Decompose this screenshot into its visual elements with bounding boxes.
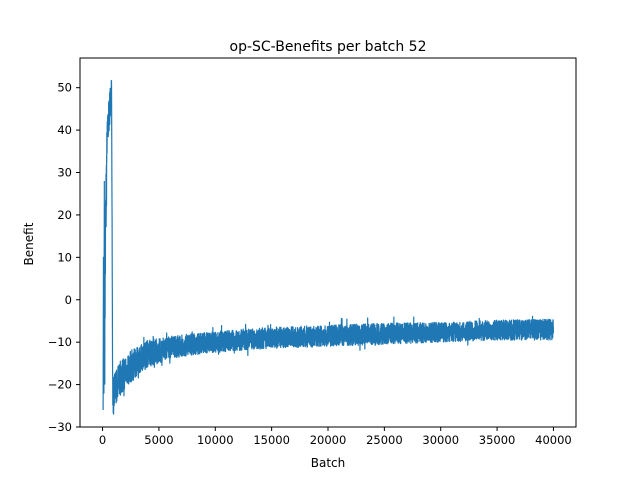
- y-tick-label: −10: [48, 335, 72, 349]
- chart-title: op-SC-Benefits per batch 52: [230, 39, 427, 55]
- y-tick-label: 50: [57, 81, 72, 95]
- y-tick-label: 0: [65, 293, 72, 307]
- x-tick-label: 35000: [479, 433, 516, 447]
- x-tick-label: 0: [99, 433, 106, 447]
- y-axis-label: Benefit: [22, 222, 36, 265]
- y-tick-label: −20: [48, 378, 72, 392]
- x-tick-label: 25000: [366, 433, 403, 447]
- x-tick-label: 5000: [144, 433, 173, 447]
- x-tick-label: 40000: [535, 433, 572, 447]
- y-tick-label: 10: [57, 250, 72, 264]
- x-tick-label: 10000: [197, 433, 234, 447]
- y-tick-label: 20: [57, 208, 72, 222]
- x-tick-label: 20000: [310, 433, 347, 447]
- plot-area: [102, 79, 555, 415]
- y-tick-label: −30: [48, 420, 72, 434]
- x-axis-label: Batch: [311, 456, 346, 470]
- x-tick-label: 30000: [422, 433, 459, 447]
- series-line-0: [102, 79, 555, 415]
- axes: 0 5000 10000 15000 20000 25000 30000 35000 40000…: [48, 57, 577, 447]
- y-tick-label: 40: [57, 123, 72, 137]
- x-tick-label: 15000: [253, 433, 290, 447]
- y-tick-label: 30: [57, 166, 72, 180]
